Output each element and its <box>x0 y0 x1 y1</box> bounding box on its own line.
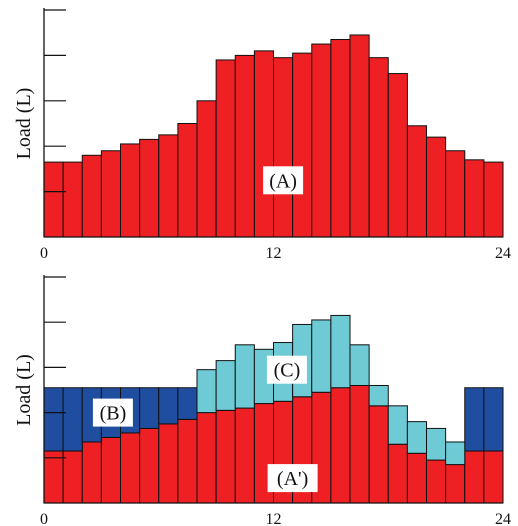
bar-s0-16 <box>349 384 370 504</box>
bar-s0-21 <box>445 464 466 504</box>
bar-s0-0 <box>43 450 64 504</box>
bar-s0-6 <box>158 423 179 504</box>
bar-s2-18 <box>387 405 408 445</box>
bar-s0-6 <box>158 134 179 238</box>
annotation-label: (A) <box>269 170 297 192</box>
bar-s1-22 <box>464 387 485 452</box>
bar-s0-4 <box>120 143 141 238</box>
bar-s0-16 <box>349 34 370 238</box>
bar-s0-18 <box>387 443 408 504</box>
bar-s0-1 <box>62 161 83 238</box>
bar-s2-10 <box>234 344 255 409</box>
bar-s0-9 <box>215 409 236 504</box>
bar-s1-1 <box>62 387 83 452</box>
bar-s0-23 <box>483 161 504 238</box>
x-tick-label: 24 <box>495 511 511 526</box>
bar-s0-18 <box>387 73 408 238</box>
x-tick-label: 12 <box>266 245 282 262</box>
x-tick-label: 24 <box>495 245 511 262</box>
bar-s0-20 <box>426 136 447 238</box>
bar-s0-10 <box>234 407 255 504</box>
chart-b: 0 12 24 Load (L) (B) (C) (A') <box>13 275 511 526</box>
bar-s0-0 <box>43 161 64 238</box>
bar-s0-5 <box>139 138 160 238</box>
bar-s2-21 <box>445 441 466 466</box>
bar-s0-8 <box>196 412 217 504</box>
annotation-box <box>263 166 304 195</box>
annotation-box <box>267 464 318 493</box>
x-tick-label: 0 <box>40 245 48 262</box>
bar-s0-8 <box>196 100 217 238</box>
bar-s0-11 <box>253 50 275 238</box>
bar-s2-15 <box>330 314 351 389</box>
chart-a: 0 12 24 Load (L) (A) <box>13 8 511 262</box>
x-tick-label: 12 <box>266 511 282 526</box>
annotation-label: (C) <box>274 360 301 382</box>
bar-s0-3 <box>100 436 122 504</box>
bar-s2-14 <box>311 319 332 393</box>
annotation-label: (A') <box>277 468 308 490</box>
annotation-label: (B) <box>100 403 127 425</box>
bar-s0-19 <box>406 125 428 238</box>
bar-s0-3 <box>100 150 122 238</box>
bar-s1-7 <box>177 387 198 420</box>
annotation-box <box>266 355 307 384</box>
bar-s0-7 <box>177 123 198 238</box>
bar-s0-10 <box>234 54 255 238</box>
bar-s2-20 <box>426 427 447 461</box>
bar-s0-21 <box>445 150 466 238</box>
bar-s0-17 <box>368 405 389 504</box>
bar-s0-22 <box>464 450 485 504</box>
bar-s2-17 <box>368 384 389 407</box>
bar-s2-16 <box>349 344 370 386</box>
bar-s1-5 <box>139 387 160 429</box>
bar-s0-19 <box>406 452 428 504</box>
bar-s0-2 <box>81 154 102 238</box>
bar-s1-23 <box>483 387 504 452</box>
bar-s0-13 <box>292 52 313 238</box>
bar-s2-9 <box>215 360 236 411</box>
bar-s0-2 <box>81 441 102 504</box>
bar-s0-9 <box>215 59 236 238</box>
bar-s0-14 <box>311 43 332 238</box>
bar-s2-19 <box>406 421 428 454</box>
bar-s1-6 <box>158 387 179 425</box>
bar-s0-1 <box>62 450 83 504</box>
x-tick-label: 0 <box>40 511 48 526</box>
bar-s0-5 <box>139 427 160 504</box>
bar-s0-15 <box>330 39 351 238</box>
bar-s0-4 <box>120 432 141 504</box>
bar-s0-7 <box>177 418 198 504</box>
bar-s0-17 <box>368 57 389 238</box>
y-axis-label: Load (L) <box>13 354 35 426</box>
bar-s2-8 <box>196 369 217 414</box>
bar-s0-15 <box>330 387 351 504</box>
bar-s1-0 <box>43 387 64 452</box>
bar-s0-22 <box>464 159 485 238</box>
y-axis-label: Load (L) <box>13 88 35 160</box>
bar-s0-12 <box>273 57 294 238</box>
annotation-box <box>92 398 133 427</box>
bar-s0-23 <box>483 450 504 504</box>
bar-s0-20 <box>426 459 447 504</box>
